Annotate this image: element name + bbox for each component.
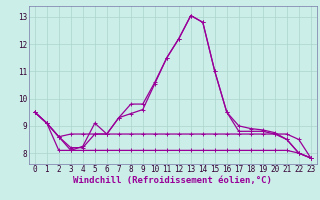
X-axis label: Windchill (Refroidissement éolien,°C): Windchill (Refroidissement éolien,°C) bbox=[73, 176, 272, 185]
